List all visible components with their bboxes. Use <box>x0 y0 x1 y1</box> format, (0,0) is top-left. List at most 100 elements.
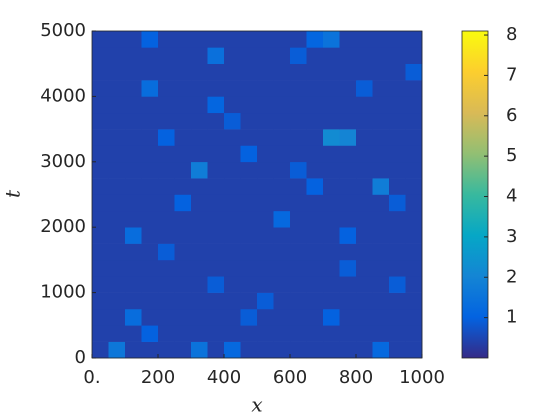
heatmap-cell <box>125 80 142 97</box>
heatmap-cell <box>207 63 225 81</box>
heatmap-cell <box>257 243 274 261</box>
heatmap-cell <box>191 276 208 293</box>
heatmap-cell <box>125 96 142 114</box>
heatmap-cell <box>191 292 208 310</box>
heatmap-cell <box>108 161 126 179</box>
heatmap-cell <box>174 47 192 64</box>
heatmap-cell <box>389 308 406 326</box>
heatmap-cell <box>273 129 291 146</box>
heatmap-cell <box>405 47 423 64</box>
heatmap-cell <box>290 325 307 342</box>
heatmap-cell <box>108 145 126 163</box>
heatmap-cell <box>339 47 357 64</box>
heatmap-cell <box>339 178 357 195</box>
heatmap-cell <box>174 276 192 293</box>
heatmap-cell <box>125 276 142 293</box>
heatmap-cell <box>240 308 258 326</box>
heatmap-cell <box>290 31 307 48</box>
heatmap-cell <box>372 63 390 81</box>
heatmap-cell <box>92 243 109 261</box>
heatmap-cell <box>158 259 175 277</box>
heatmap-cell <box>108 308 126 326</box>
heatmap-cell <box>356 259 373 277</box>
y-tick-label: 4000 <box>40 85 86 106</box>
heatmap-cell <box>323 325 340 342</box>
heatmap-cell <box>174 194 192 212</box>
heatmap-cell <box>356 63 373 81</box>
heatmap-cell <box>306 341 324 359</box>
heatmap-cell <box>92 161 109 179</box>
heatmap-cell <box>141 161 159 179</box>
heatmap-cell <box>207 145 225 163</box>
y-tick-label: 0 <box>75 347 86 368</box>
y-tick-label: 1000 <box>40 282 86 303</box>
heatmap-cell <box>356 80 373 97</box>
heatmap-cell <box>224 292 241 310</box>
heatmap-cell <box>92 276 109 293</box>
heatmap-cell <box>405 308 423 326</box>
heatmap-cell <box>191 259 208 277</box>
heatmap-cell <box>191 161 208 179</box>
heatmap-cell <box>339 129 357 146</box>
heatmap-cell <box>273 325 291 342</box>
heatmap-cell <box>306 96 324 114</box>
heatmap-cell <box>356 325 373 342</box>
heatmap-cell <box>108 227 126 244</box>
heatmap-cell <box>339 96 357 114</box>
heatmap-cell <box>290 161 307 179</box>
heatmap-cell <box>356 194 373 212</box>
heatmap-cell <box>207 276 225 293</box>
heatmap-cell <box>224 178 241 195</box>
heatmap-cell <box>273 276 291 293</box>
heatmap-cell <box>191 227 208 244</box>
heatmap-cell <box>174 210 192 228</box>
heatmap-cell <box>306 325 324 342</box>
heatmap-cell <box>92 31 109 48</box>
heatmap-cell <box>224 129 241 146</box>
heatmap-cell <box>92 47 109 64</box>
heatmap-cell <box>92 259 109 277</box>
heatmap-cell <box>372 178 390 195</box>
heatmap-cell <box>389 178 406 195</box>
heatmap-cell <box>191 210 208 228</box>
heatmap-cell <box>174 292 192 310</box>
heatmap-cell <box>290 259 307 277</box>
heatmap-cell <box>240 178 258 195</box>
heatmap-cell <box>323 341 340 359</box>
heatmap-cell <box>372 31 390 48</box>
heatmap-cell <box>372 96 390 114</box>
heatmap-cell <box>273 308 291 326</box>
heatmap-cell <box>240 31 258 48</box>
heatmap-cell <box>207 47 225 64</box>
heatmap-cell <box>92 227 109 244</box>
heatmap-cell <box>372 292 390 310</box>
heatmap-cell <box>339 210 357 228</box>
heatmap-cell <box>273 80 291 97</box>
heatmap-cell <box>141 80 159 97</box>
heatmap-cell <box>224 145 241 163</box>
heatmap-cell <box>389 96 406 114</box>
heatmap-cell <box>339 161 357 179</box>
heatmap-cell <box>108 96 126 114</box>
heatmap-cell <box>323 194 340 212</box>
heatmap-cell <box>405 227 423 244</box>
heatmap-cell <box>141 259 159 277</box>
heatmap-cell <box>372 129 390 146</box>
heatmap-cell <box>240 341 258 359</box>
heatmap-cell <box>389 47 406 64</box>
colorbar-tick-label: 6 <box>506 105 517 126</box>
heatmap-cell <box>207 80 225 97</box>
heatmap-cell <box>389 112 406 130</box>
heatmap-cell <box>191 178 208 195</box>
heatmap-cell <box>224 112 241 130</box>
heatmap-cell <box>174 227 192 244</box>
heatmap-cell <box>405 210 423 228</box>
heatmap-cell <box>323 292 340 310</box>
heatmap-cell <box>125 178 142 195</box>
heatmap-cell <box>405 145 423 163</box>
heatmap-cell <box>174 259 192 277</box>
heatmap-cell <box>240 325 258 342</box>
heatmap-cell <box>405 63 423 81</box>
heatmap-cell <box>405 325 423 342</box>
heatmap-cell <box>339 63 357 81</box>
